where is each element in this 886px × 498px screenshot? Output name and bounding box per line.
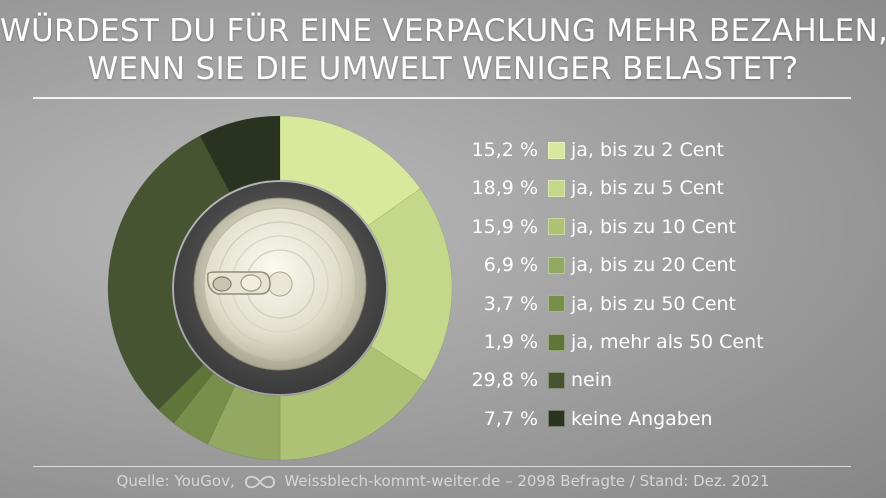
legend-swatch xyxy=(548,256,565,274)
legend-swatch xyxy=(548,218,565,236)
legend-value: 29,8 % xyxy=(471,369,538,392)
legend-item: 15,2 % ja, bis zu 2 Cent xyxy=(450,131,810,169)
infinity-logo-icon xyxy=(244,475,275,488)
legend-label: keine Angaben xyxy=(571,407,713,430)
source-site: Weissblech-kommt-weiter.de – 2098 Befrag… xyxy=(284,472,770,490)
legend-value: 1,9 % xyxy=(483,331,538,353)
title-line-1: WÜRDEST DU FÜR EINE VERPACKUNG MEHR BEZA… xyxy=(0,13,886,49)
legend-swatch xyxy=(548,410,565,428)
pie-chart xyxy=(107,115,453,461)
legend-label: ja, bis zu 20 Cent xyxy=(571,254,736,277)
legend-label: nein xyxy=(571,369,613,392)
legend-value: 3,7 % xyxy=(483,292,538,315)
legend-value: 15,9 % xyxy=(471,215,538,238)
legend-item: 1,9 % ja, mehr als 50 Cent xyxy=(450,323,810,361)
legend-swatch xyxy=(548,333,565,351)
footer-divider xyxy=(33,466,851,467)
legend-swatch xyxy=(548,141,565,159)
legend-item: 6,9 % ja, bis zu 20 Cent xyxy=(450,246,810,284)
legend-value: 18,9 % xyxy=(471,177,538,200)
pie-slice-1 xyxy=(279,115,421,227)
can-icon xyxy=(193,197,367,371)
title-line-2: WENN SIE DIE UMWELT WENIGER BELASTET? xyxy=(87,51,799,87)
legend-item: 29,8 % nein xyxy=(450,361,810,399)
legend-item: 3,7 % ja, bis zu 50 Cent xyxy=(450,285,810,323)
legend-item: 15,9 % ja, bis zu 10 Cent xyxy=(450,208,810,246)
footer-source: Quelle: YouGov, Weissblech-kommt-weiter.… xyxy=(0,472,886,490)
legend-label: ja, bis zu 2 Cent xyxy=(571,139,724,161)
legend-value: 6,9 % xyxy=(483,254,538,277)
pie-slice-7 xyxy=(107,135,231,411)
legend-swatch xyxy=(548,371,565,389)
legend-item: 18,9 % ja, bis zu 5 Cent xyxy=(450,169,810,207)
legend-label: ja, bis zu 10 Cent xyxy=(571,215,736,238)
legend-item: 7,7 % keine Angaben xyxy=(450,400,810,438)
source-label: Quelle: YouGov, xyxy=(116,472,235,490)
chart-title: WÜRDEST DU FÜR EINE VERPACKUNG MEHR BEZA… xyxy=(0,12,886,88)
pie-slice-8 xyxy=(199,115,281,193)
pie-slice-3 xyxy=(279,346,426,461)
pie-slices xyxy=(107,115,453,461)
legend-label: ja, mehr als 50 Cent xyxy=(571,331,764,353)
legend-value: 7,7 % xyxy=(483,407,538,430)
pie-slice-6 xyxy=(157,363,214,424)
legend-swatch xyxy=(548,295,565,313)
legend-label: ja, bis zu 50 Cent xyxy=(571,292,736,315)
title-divider xyxy=(33,97,851,99)
legend-label: ja, bis zu 5 Cent xyxy=(571,177,724,200)
legend-swatch xyxy=(548,179,565,197)
pie-slice-2 xyxy=(367,188,453,382)
legend-value: 15,2 % xyxy=(471,139,538,161)
